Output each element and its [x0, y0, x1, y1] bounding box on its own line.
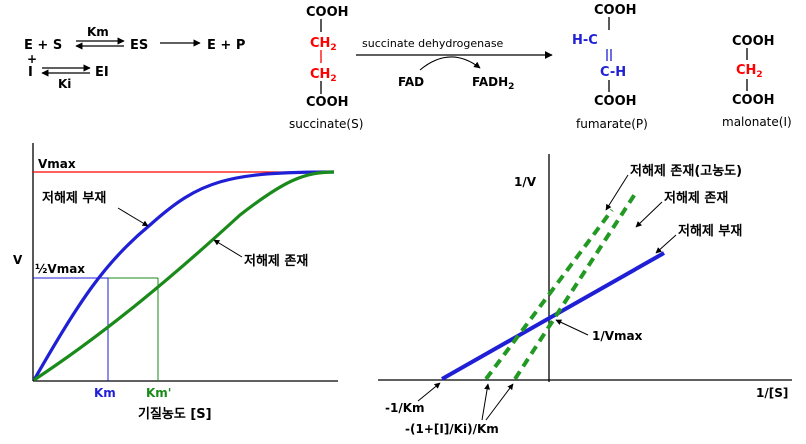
fad-label: FAD	[398, 75, 424, 89]
scheme-km-label: Km	[87, 25, 109, 39]
absent-inhibitor-arrow	[655, 234, 677, 254]
present-annotation: 저해제 존재	[244, 253, 308, 269]
scheme-enzyme-substrate: E + S	[24, 38, 62, 53]
line-no-inhibitor	[441, 251, 665, 381]
intercept-annotation: 1/Vmax	[592, 329, 643, 343]
michaelis-menten-plot: Vmax V ½Vmax Km Km' 기질농도 [S] 저해제 부재 저해제 …	[13, 143, 338, 422]
cofactor-curved-arrow	[419, 56, 481, 71]
fadh2-label: FADH2	[472, 75, 514, 92]
fumarate-bottom-cooh: COOH	[594, 94, 637, 109]
fumarate-structure: COOH H-C C-H COOH fumarate(P)	[572, 3, 648, 131]
lb-x-axis-label: 1/[S]	[756, 386, 788, 400]
present-inhibitor-annotation: 저해제 존재	[664, 190, 728, 206]
scheme-es-complex: ES	[130, 38, 148, 53]
absent-inhibitor-annotation: 저해제 부재	[678, 223, 742, 239]
scheme-ki-label: Ki	[58, 77, 71, 91]
scheme-plus: +	[27, 52, 37, 66]
lb-y-axis-label: 1/V	[514, 175, 537, 189]
scheme-ei-complex: EI	[95, 65, 109, 80]
km-prime-tick-label: Km'	[146, 386, 171, 400]
succinate-label: succinate(S)	[289, 117, 363, 131]
line-with-inhibitor	[513, 192, 637, 381]
mm-y-axis-label: V	[13, 253, 23, 267]
neg-km-app-arrow-high	[481, 383, 491, 421]
neg-km-app-arrow	[485, 383, 514, 421]
half-vmax-label: ½Vmax	[35, 262, 85, 276]
reaction-arrow-group: succinate dehydrogenase FAD FADH2	[356, 37, 553, 92]
malonate-ch2: CH2	[736, 63, 763, 80]
line-high-inhibitor	[484, 208, 614, 381]
km-tick-label: Km	[94, 386, 116, 400]
absent-annotation-arrow	[117, 207, 149, 227]
fumarate-label: fumarate(P)	[576, 117, 648, 131]
scheme-inhibitor: I	[28, 65, 33, 80]
intercept-arrow	[555, 319, 589, 336]
curve-with-inhibitor	[33, 170, 335, 382]
mm-x-axis-label: 기질농도 [S]	[138, 407, 212, 422]
succinate-bottom-cooh: COOH	[306, 95, 349, 110]
inhibition-scheme: E + S Km ES E + P + I EI Ki	[24, 25, 245, 91]
present-inhibitor-arrow	[635, 201, 663, 228]
lineweaver-burk-plot: 1/V 1/[S] 저해제 존재(고농도) 저해제 존재 저해제 부재 1/Vm…	[378, 154, 792, 436]
succinate-ch2-upper: CH2	[310, 36, 337, 53]
absent-annotation: 저해제 부재	[42, 190, 106, 206]
neg-km-label: -1/Km	[385, 401, 425, 415]
vmax-label: Vmax	[38, 157, 76, 171]
malonate-top-cooh: COOH	[732, 34, 775, 49]
neg-km-app-label: -(1+[I]/Ki)/Km	[405, 422, 499, 436]
succinate-top-cooh: COOH	[306, 5, 349, 20]
neg-km-arrow	[417, 382, 441, 402]
malonate-label: malonate(I)	[722, 115, 792, 129]
fumarate-ch: C-H	[600, 65, 626, 80]
succinate-structure: COOH CH2 CH2 COOH succinate(S)	[289, 5, 363, 131]
succinate-ch2-lower: CH2	[310, 67, 337, 84]
fumarate-hc: H-C	[572, 33, 598, 48]
scheme-product: E + P	[207, 38, 245, 53]
curve-no-inhibitor	[32, 170, 335, 381]
fumarate-top-cooh: COOH	[594, 3, 637, 18]
high-inhibitor-arrow	[605, 174, 629, 211]
high-inhibitor-annotation: 저해제 존재(고농도)	[630, 163, 742, 179]
present-annotation-arrow	[213, 239, 243, 258]
malonate-bottom-cooh: COOH	[732, 93, 775, 108]
malonate-structure: COOH CH2 COOH malonate(I)	[722, 34, 792, 129]
enzyme-label: succinate dehydrogenase	[362, 37, 504, 50]
